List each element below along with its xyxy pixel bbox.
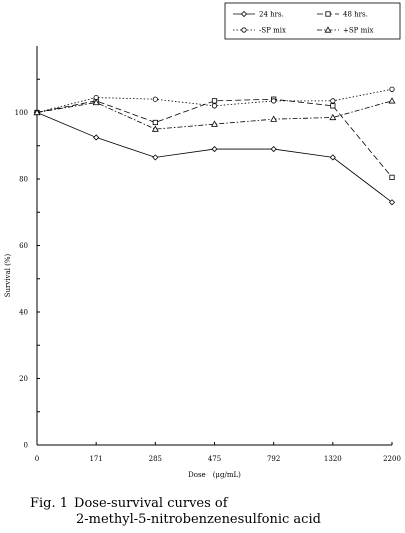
y-tick-label: 0 bbox=[24, 442, 28, 450]
series-layer bbox=[33, 86, 396, 206]
x-tick-label: 0 bbox=[35, 455, 39, 463]
y-tick-label: 100 bbox=[15, 109, 28, 117]
y-tick-label: 60 bbox=[19, 242, 28, 250]
caption-line-1: Dose-survival curves of bbox=[74, 496, 228, 511]
data-point bbox=[270, 115, 278, 122]
x-tick-label: 285 bbox=[149, 455, 162, 463]
series-3 bbox=[33, 97, 396, 132]
y-ticks: 0 20 40 60 80 100 bbox=[15, 78, 40, 450]
legend-label: +SP mix bbox=[343, 27, 373, 35]
legend-label: 24 hrs. bbox=[259, 11, 284, 19]
y-tick-label: 20 bbox=[19, 375, 28, 383]
data-point bbox=[211, 120, 218, 127]
data-point bbox=[389, 174, 395, 180]
legend-item: 24 hrs. bbox=[233, 11, 284, 19]
data-point bbox=[152, 154, 159, 161]
legend-marker bbox=[241, 27, 247, 33]
data-point bbox=[388, 97, 396, 104]
legend-label: 48 hrs. bbox=[343, 11, 368, 19]
x-ticks: 0 171 285 475 792 1320 2200 bbox=[35, 442, 401, 463]
data-point bbox=[329, 154, 336, 161]
data-point bbox=[388, 199, 396, 206]
legend-label: -SP mix bbox=[259, 27, 286, 35]
series-line bbox=[36, 98, 393, 178]
x-axis-title: Dose (μg/mL) bbox=[188, 471, 241, 479]
x-tick-label: 792 bbox=[267, 455, 280, 463]
legend-item: 48 hrs. bbox=[317, 11, 368, 19]
legend-box bbox=[224, 2, 401, 40]
series-1 bbox=[34, 96, 395, 180]
caption-line-2: 2-methyl-5-nitrobenzenesulfonic acid bbox=[76, 512, 321, 527]
data-point bbox=[151, 125, 159, 132]
figure-caption: Fig. 1 Dose-survival curves of 2-methyl-5… bbox=[30, 496, 321, 528]
x-tick-label: 2200 bbox=[383, 455, 401, 463]
legend-item: +SP mix bbox=[317, 26, 373, 35]
legend-marker bbox=[325, 11, 331, 17]
legend-marker bbox=[240, 10, 248, 18]
data-point bbox=[329, 113, 337, 121]
data-point bbox=[211, 146, 218, 153]
data-point bbox=[92, 98, 100, 106]
data-point bbox=[330, 103, 336, 109]
caption-label: Fig. 1 bbox=[30, 496, 69, 511]
x-tick-label: 171 bbox=[89, 455, 102, 463]
legend: 24 hrs. 48 hrs. -SP mix +SP mix bbox=[224, 2, 401, 40]
data-point bbox=[389, 86, 395, 92]
data-point bbox=[271, 98, 277, 104]
data-point bbox=[93, 134, 100, 141]
y-tick-label: 40 bbox=[19, 309, 28, 317]
legend-item: -SP mix bbox=[233, 27, 286, 35]
x-tick-label: 475 bbox=[208, 455, 221, 463]
data-point bbox=[152, 119, 158, 126]
data-point bbox=[211, 98, 218, 104]
legend-marker bbox=[324, 26, 332, 33]
y-axis-title: Survival (%) bbox=[4, 253, 12, 297]
data-point bbox=[152, 96, 158, 102]
data-point bbox=[330, 98, 336, 104]
data-point bbox=[211, 103, 218, 109]
x-tick-label: 1320 bbox=[324, 455, 342, 463]
data-point bbox=[270, 146, 277, 153]
data-point bbox=[33, 108, 41, 116]
y-tick-label: 80 bbox=[19, 176, 28, 184]
